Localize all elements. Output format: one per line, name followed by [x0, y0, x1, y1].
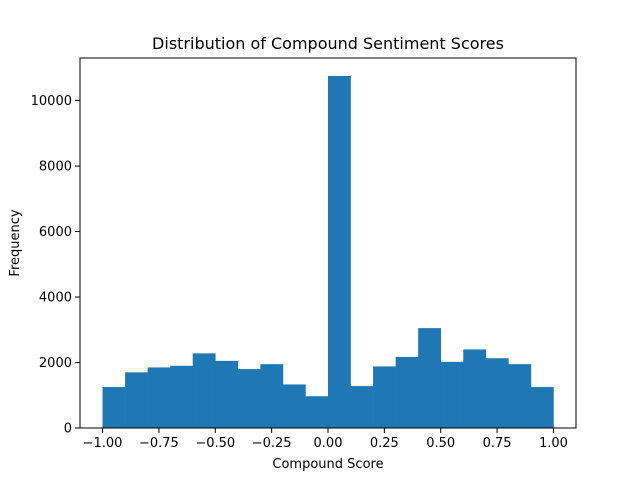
- x-tick-label: −1.00: [83, 436, 123, 451]
- histogram-bar: [373, 366, 396, 428]
- x-tick-label: 0.25: [370, 436, 399, 451]
- x-axis-ticks: −1.00 −0.75 −0.50 −0.25 0.00 0.25 0.50 0.75 1.00: [83, 428, 568, 451]
- x-tick-label: 0.75: [483, 436, 512, 451]
- histogram-bar: [260, 364, 284, 428]
- histogram-bar: [282, 384, 306, 428]
- x-tick-label: 0.50: [426, 436, 455, 451]
- y-tick-label: 10000: [31, 94, 72, 109]
- x-tick-label: −0.25: [252, 436, 292, 451]
- histogram-bar: [102, 387, 126, 428]
- y-tick-label: 0: [64, 422, 72, 437]
- histogram-bar: [395, 356, 419, 428]
- histogram-bar: [350, 386, 374, 428]
- x-tick-label: 1.00: [539, 436, 568, 451]
- x-tick-label: 0.00: [314, 436, 343, 451]
- histogram-bar: [440, 361, 464, 428]
- y-axis-ticks: 0 2000 4000 6000 8000 10000: [31, 94, 80, 437]
- y-tick-label: 2000: [39, 356, 72, 371]
- histogram-bar: [328, 76, 351, 428]
- y-tick-label: 6000: [39, 225, 72, 240]
- y-tick-label: 4000: [39, 291, 72, 306]
- histogram-bar: [125, 372, 148, 428]
- bars-group: [102, 76, 554, 428]
- plot-frame: [79, 57, 577, 429]
- histogram-bar: [237, 369, 261, 428]
- histogram-bar: [305, 396, 329, 428]
- histogram-bar: [147, 367, 171, 428]
- x-tick-label: −0.50: [195, 436, 235, 451]
- histogram-bar: [463, 349, 487, 428]
- chart-title: Distribution of Compound Sentiment Score…: [152, 34, 504, 53]
- y-axis-label: Frequency: [8, 209, 23, 276]
- x-axis-label: Compound Score: [272, 457, 383, 472]
- x-tick-label: −0.75: [139, 436, 179, 451]
- histogram-bar: [485, 358, 509, 428]
- histogram-bar: [530, 387, 554, 428]
- histogram-bar: [215, 360, 239, 428]
- histogram-bar: [508, 364, 532, 428]
- histogram-bar: [418, 328, 442, 428]
- y-tick-label: 8000: [39, 160, 72, 175]
- histogram-bar: [170, 365, 194, 428]
- histogram-bar: [192, 353, 216, 428]
